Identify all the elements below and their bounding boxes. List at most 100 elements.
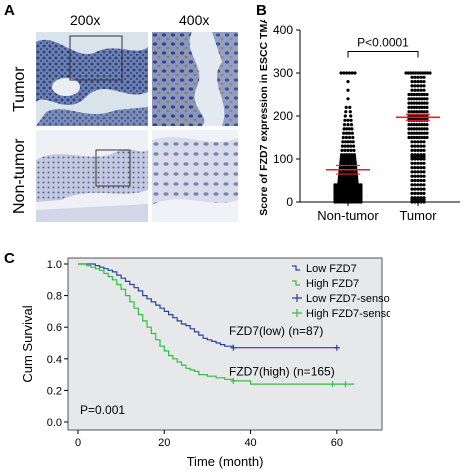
data-point	[419, 88, 423, 92]
data-point	[425, 92, 429, 97]
data-point	[341, 140, 345, 144]
data-point	[410, 80, 414, 84]
data-point	[342, 153, 346, 157]
panel-c-letter: C	[4, 250, 15, 267]
censor-mark	[342, 381, 349, 388]
data-point	[415, 97, 419, 101]
data-point	[347, 131, 351, 135]
data-point	[346, 140, 350, 144]
data-point	[422, 92, 426, 97]
data-point	[347, 153, 351, 157]
data-point	[346, 97, 350, 101]
data-point	[419, 140, 423, 144]
data-point	[423, 71, 427, 75]
data-point	[413, 84, 417, 88]
data-point	[415, 123, 419, 127]
data-point	[410, 135, 414, 140]
data-point	[349, 144, 353, 148]
data-point	[413, 178, 417, 183]
data-point	[425, 105, 429, 109]
curve-label-high: FZD7(high) (n=165)	[229, 364, 335, 378]
data-point	[342, 200, 347, 204]
data-point	[422, 105, 426, 109]
data-point	[410, 110, 414, 114]
data-point	[359, 200, 363, 204]
data-point	[422, 170, 426, 174]
data-point	[422, 174, 426, 178]
y-tick-label: 1.0	[47, 259, 62, 271]
data-point	[419, 153, 423, 157]
data-point	[419, 187, 423, 191]
data-point	[339, 71, 343, 75]
data-point	[413, 80, 417, 84]
data-point	[335, 194, 339, 198]
data-point	[410, 140, 414, 144]
data-point	[359, 187, 363, 191]
data-point	[416, 187, 420, 191]
data-point	[349, 114, 353, 118]
row-label-nontumor: Non-tumor	[11, 138, 28, 214]
data-point	[425, 131, 429, 135]
data-point	[338, 187, 342, 191]
data-point	[342, 187, 347, 191]
data-point	[416, 88, 420, 92]
data-point	[410, 127, 414, 131]
data-point	[345, 159, 349, 163]
data-point	[409, 71, 413, 75]
micrograph-tumor-400x	[152, 32, 238, 126]
data-point	[425, 97, 429, 101]
data-point	[417, 135, 421, 140]
data-point	[410, 183, 414, 187]
data-point	[349, 200, 354, 204]
data-point	[349, 194, 354, 198]
data-point	[422, 178, 426, 183]
data-point	[350, 153, 354, 157]
data-point	[417, 97, 421, 101]
data-point	[350, 131, 354, 135]
low-fzd7-curve	[78, 263, 337, 349]
x-tick-label: 40	[244, 437, 256, 449]
data-point	[417, 92, 421, 97]
data-point	[410, 191, 414, 195]
data-point	[354, 189, 358, 193]
legend-label: High FZD7-sensored	[306, 308, 390, 320]
data-point	[416, 80, 420, 84]
legend-label: Low FZD7	[306, 263, 357, 275]
data-point	[412, 127, 416, 131]
data-point	[416, 153, 420, 157]
data-point	[412, 110, 416, 114]
data-point	[340, 153, 344, 157]
data-point	[419, 196, 423, 200]
data-point	[335, 187, 339, 191]
data-point	[407, 101, 411, 105]
data-point	[349, 187, 354, 191]
censor-mark	[230, 377, 237, 384]
data-point	[410, 75, 414, 79]
data-point	[425, 135, 429, 140]
data-point	[410, 148, 414, 152]
data-point	[413, 183, 417, 187]
legend-swatch	[292, 294, 302, 302]
col-label-400x: 400x	[179, 12, 210, 28]
data-point	[352, 144, 356, 148]
censor-mark	[333, 344, 340, 351]
data-point	[347, 127, 351, 131]
data-point	[407, 131, 411, 135]
x-tick-label: 60	[331, 437, 343, 449]
data-point	[348, 110, 352, 114]
data-point	[350, 127, 354, 131]
data-point	[352, 189, 356, 193]
data-point	[410, 101, 414, 105]
data-point	[352, 200, 356, 204]
data-point	[420, 123, 424, 127]
data-point	[354, 187, 358, 191]
data-point	[347, 159, 351, 163]
data-point	[412, 135, 416, 140]
data-point	[416, 178, 420, 183]
data-point	[341, 135, 345, 140]
data-point	[419, 80, 423, 84]
data-point	[410, 196, 414, 200]
data-point	[413, 200, 417, 204]
data-point	[350, 71, 354, 75]
micrograph-tumor-200x	[36, 32, 148, 126]
